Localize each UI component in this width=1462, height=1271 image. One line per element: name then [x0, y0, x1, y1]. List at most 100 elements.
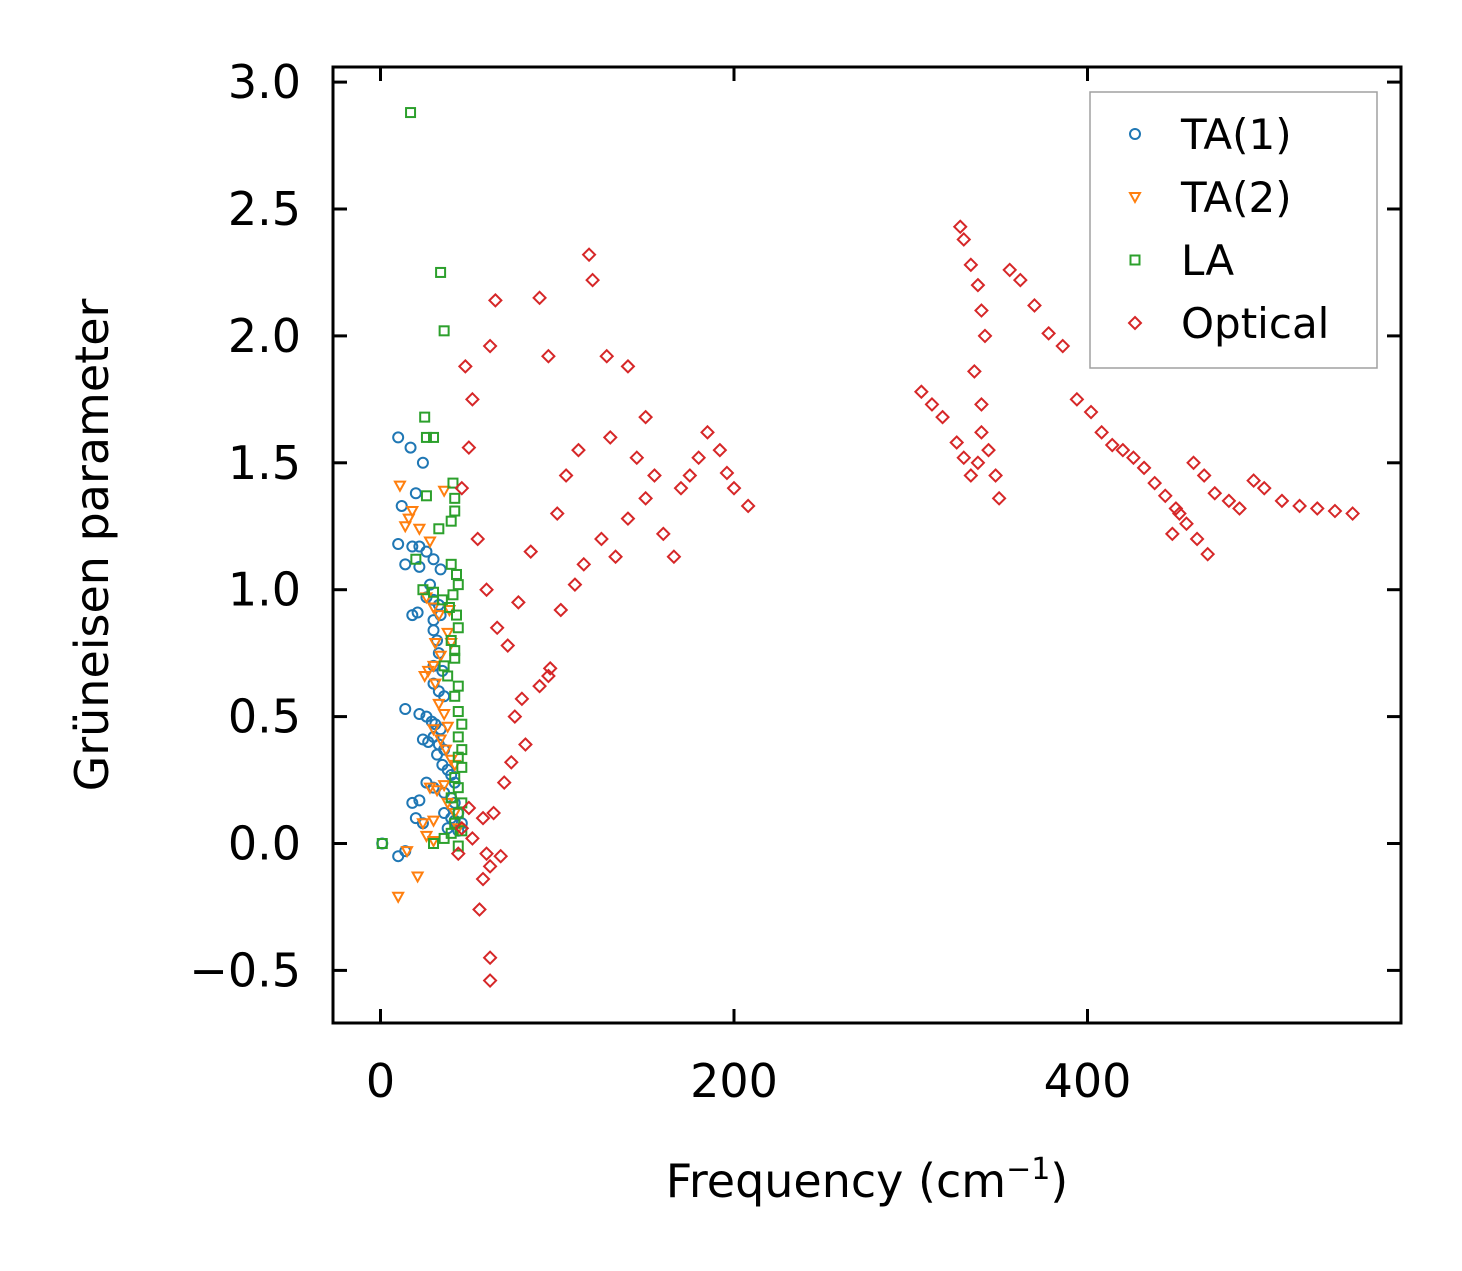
point-optical: [1115, 442, 1131, 458]
point-la: [443, 601, 455, 613]
point-ta-1: [411, 606, 424, 619]
point-optical: [1327, 503, 1343, 519]
point-ta-2: [423, 782, 437, 795]
point-optical: [726, 480, 742, 496]
series-optical: [450, 219, 1361, 988]
point-optical: [1186, 455, 1201, 471]
point-la: [420, 490, 432, 502]
point-optical: [503, 754, 519, 770]
point-optical: [963, 257, 979, 273]
point-ta-2: [426, 724, 441, 737]
point-ta-2: [432, 610, 446, 623]
point-la: [452, 731, 464, 743]
point-optical: [472, 902, 487, 917]
point-ta-1: [431, 748, 444, 761]
legend-item-ta-2: TA(2): [1128, 173, 1292, 222]
point-ta-2: [402, 513, 416, 526]
point-optical: [949, 435, 965, 450]
point-optical: [1292, 498, 1308, 514]
point-optical: [475, 871, 491, 887]
point-optical: [496, 775, 512, 791]
point-optical: [1126, 450, 1141, 466]
point-ta-2: [437, 709, 451, 722]
point-optical: [974, 424, 989, 440]
point-optical: [482, 973, 498, 988]
point-optical: [1168, 501, 1184, 516]
x-tick-label: 0: [366, 1054, 395, 1108]
point-ta-2: [416, 818, 430, 831]
point-la: [438, 660, 450, 672]
x-tick-label: 200: [690, 1054, 778, 1108]
point-optical: [1147, 475, 1163, 491]
point-optical: [489, 620, 505, 636]
point-optical: [1221, 493, 1237, 509]
point-la: [452, 840, 464, 852]
point-optical: [454, 480, 470, 496]
point-ta-1: [416, 456, 429, 469]
point-optical: [935, 409, 950, 425]
point-la: [436, 594, 448, 606]
legend-label-la: LA: [1181, 236, 1234, 285]
point-la: [438, 832, 450, 844]
point-optical: [974, 397, 989, 412]
point-la: [449, 492, 461, 504]
point-ta-1: [406, 540, 419, 553]
point-optical: [712, 442, 728, 458]
point-ta-2: [433, 734, 448, 747]
point-ta-2: [426, 835, 441, 849]
point-ta-1: [427, 624, 440, 637]
point-optical: [532, 290, 547, 306]
point-la: [445, 792, 457, 804]
point-la: [449, 505, 461, 517]
legend-label-ta-2: TA(2): [1180, 173, 1292, 222]
point-ta-2: [440, 627, 455, 640]
point-optical: [970, 455, 986, 471]
point-optical: [666, 549, 682, 565]
point-optical: [479, 846, 494, 862]
legend-label-ta-1: TA(1): [1180, 110, 1292, 159]
point-la: [428, 838, 440, 849]
legend-marker-la: [1129, 254, 1141, 266]
point-la: [452, 622, 464, 634]
point-optical: [1012, 272, 1028, 288]
point-optical: [567, 577, 583, 593]
legend-label-optical: Optical: [1181, 299, 1329, 348]
point-ta-1: [404, 441, 417, 454]
point-optical: [571, 442, 586, 458]
x-tick-label: 400: [1044, 1054, 1132, 1108]
point-optical: [682, 468, 698, 483]
point-optical: [1246, 473, 1262, 488]
point-optical: [585, 272, 601, 288]
point-ta-2: [417, 670, 432, 684]
point-ta-1: [434, 563, 447, 576]
series-la: [376, 107, 468, 852]
point-la: [456, 718, 468, 730]
point-optical: [638, 490, 654, 506]
point-optical: [1104, 437, 1120, 453]
point-optical: [1002, 262, 1018, 278]
point-optical: [507, 709, 523, 725]
point-optical: [454, 820, 470, 836]
point-ta-2: [432, 698, 446, 711]
point-optical: [952, 219, 968, 235]
x-axis-label-close: ): [1050, 1154, 1068, 1208]
point-ta-1: [413, 794, 426, 807]
point-optical: [970, 277, 986, 293]
point-optical: [1041, 325, 1057, 341]
point-la: [445, 515, 457, 527]
point-la: [451, 609, 463, 621]
point-la: [447, 477, 459, 489]
point-la: [452, 680, 464, 692]
point-optical: [1256, 480, 1272, 496]
y-tick-label: 2.0: [228, 309, 301, 363]
point-ta-2: [437, 485, 451, 498]
point-optical: [594, 531, 609, 547]
point-optical: [977, 328, 993, 344]
point-optical: [470, 531, 486, 547]
point-optical: [461, 440, 477, 455]
point-la: [435, 266, 447, 278]
point-ta-2: [410, 871, 425, 884]
point-optical: [966, 364, 982, 379]
point-ta-1: [413, 708, 426, 721]
y-tick-label: 0.0: [228, 817, 301, 871]
